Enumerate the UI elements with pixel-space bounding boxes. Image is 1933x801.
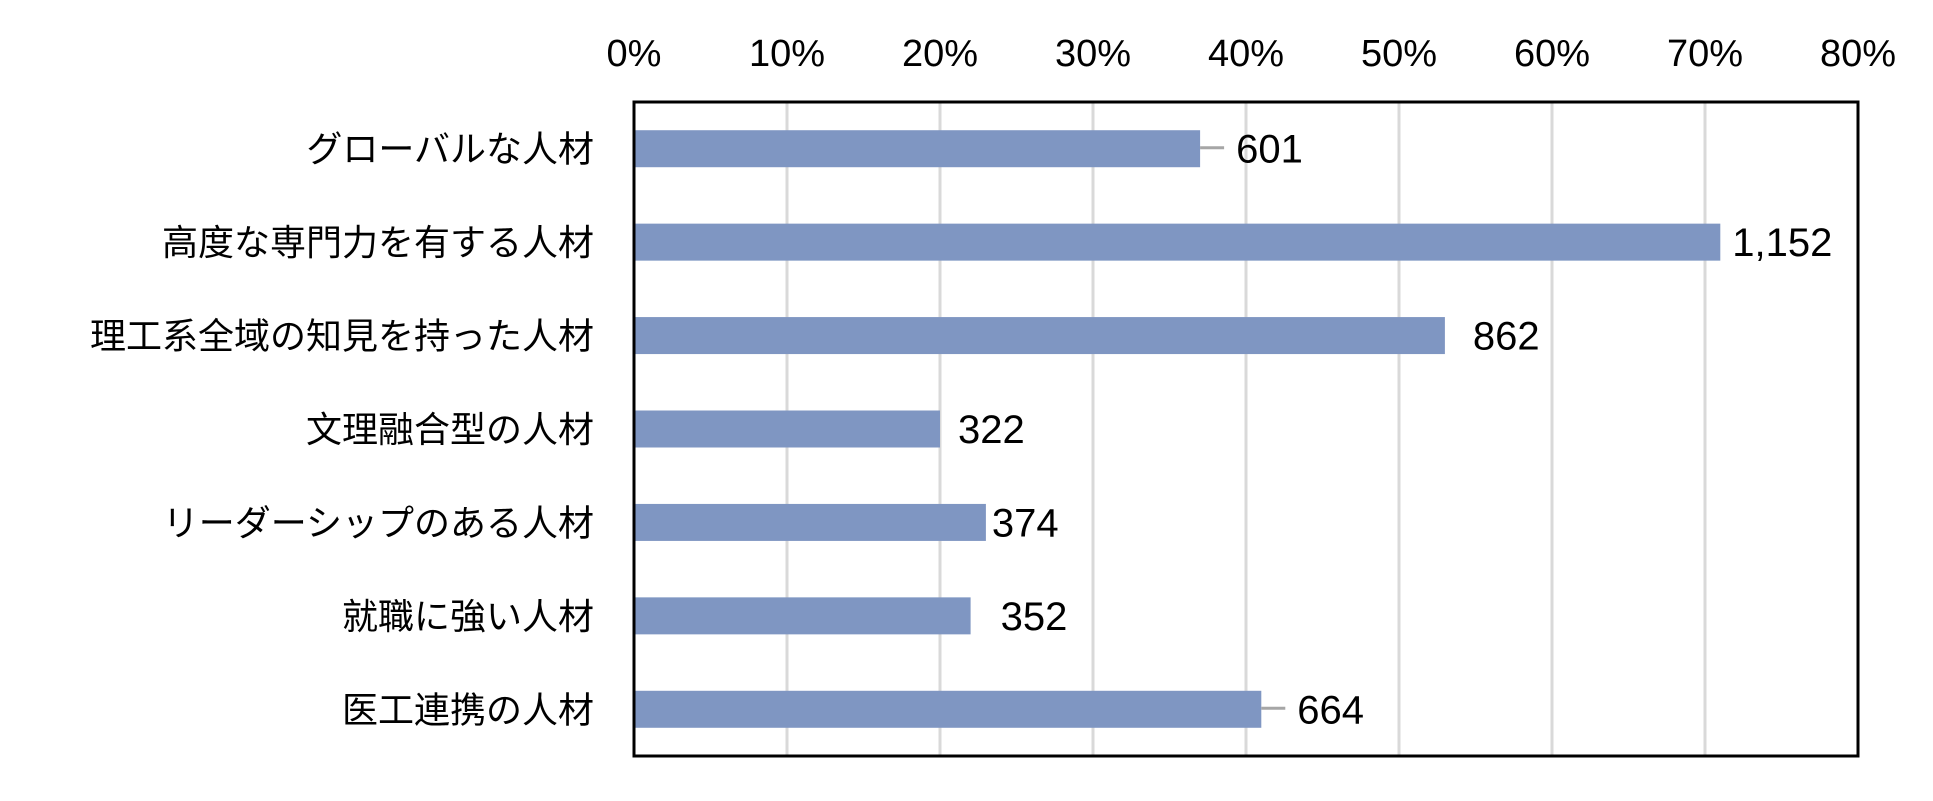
data-labels: 601 1,152 862 322 374 352 664 (958, 128, 1832, 733)
x-axis-tick-labels: 0% 10% 20% 30% 40% 50% 60% 70% 80% (607, 33, 1896, 75)
x-tick-label: 0% (607, 33, 662, 75)
category-label: 就職に強い人材 (342, 597, 594, 638)
category-label: 文理融合型の人材 (306, 410, 594, 451)
leader-lines (1200, 146, 1286, 710)
bar (634, 597, 971, 635)
category-label: 医工連携の人材 (342, 690, 594, 731)
data-label: 322 (958, 408, 1025, 452)
category-label: リーダーシップのある人材 (163, 503, 594, 544)
plot-area-frame (632, 100, 1860, 758)
bar (634, 223, 1721, 261)
data-label: 374 (992, 501, 1059, 545)
bar (634, 503, 986, 541)
gridlines (785, 102, 1707, 756)
data-label: 862 (1473, 315, 1540, 359)
data-label: 664 (1297, 688, 1364, 732)
data-label: 601 (1236, 128, 1303, 172)
x-tick-label: 30% (1055, 33, 1131, 75)
bar (634, 690, 1262, 728)
category-label: 理工系全域の知見を持った人材 (90, 317, 594, 358)
category-label: 高度な専門力を有する人材 (162, 223, 594, 264)
bar (634, 317, 1445, 355)
bar (634, 130, 1201, 168)
x-tick-label: 50% (1361, 33, 1437, 75)
category-labels: グローバルな人材高度な専門力を有する人材理工系全域の知見を持った人材文理融合型の… (90, 130, 594, 732)
x-tick-label: 10% (749, 33, 825, 75)
category-label: グローバルな人材 (306, 130, 594, 171)
x-tick-label: 80% (1820, 33, 1896, 75)
x-tick-label: 60% (1514, 33, 1590, 75)
bars (634, 130, 1721, 728)
data-label: 352 (1001, 595, 1068, 639)
x-tick-label: 40% (1208, 33, 1284, 75)
x-tick-label: 70% (1667, 33, 1743, 75)
bar (634, 410, 940, 448)
x-tick-label: 20% (902, 33, 978, 75)
data-label: 1,152 (1732, 221, 1832, 265)
